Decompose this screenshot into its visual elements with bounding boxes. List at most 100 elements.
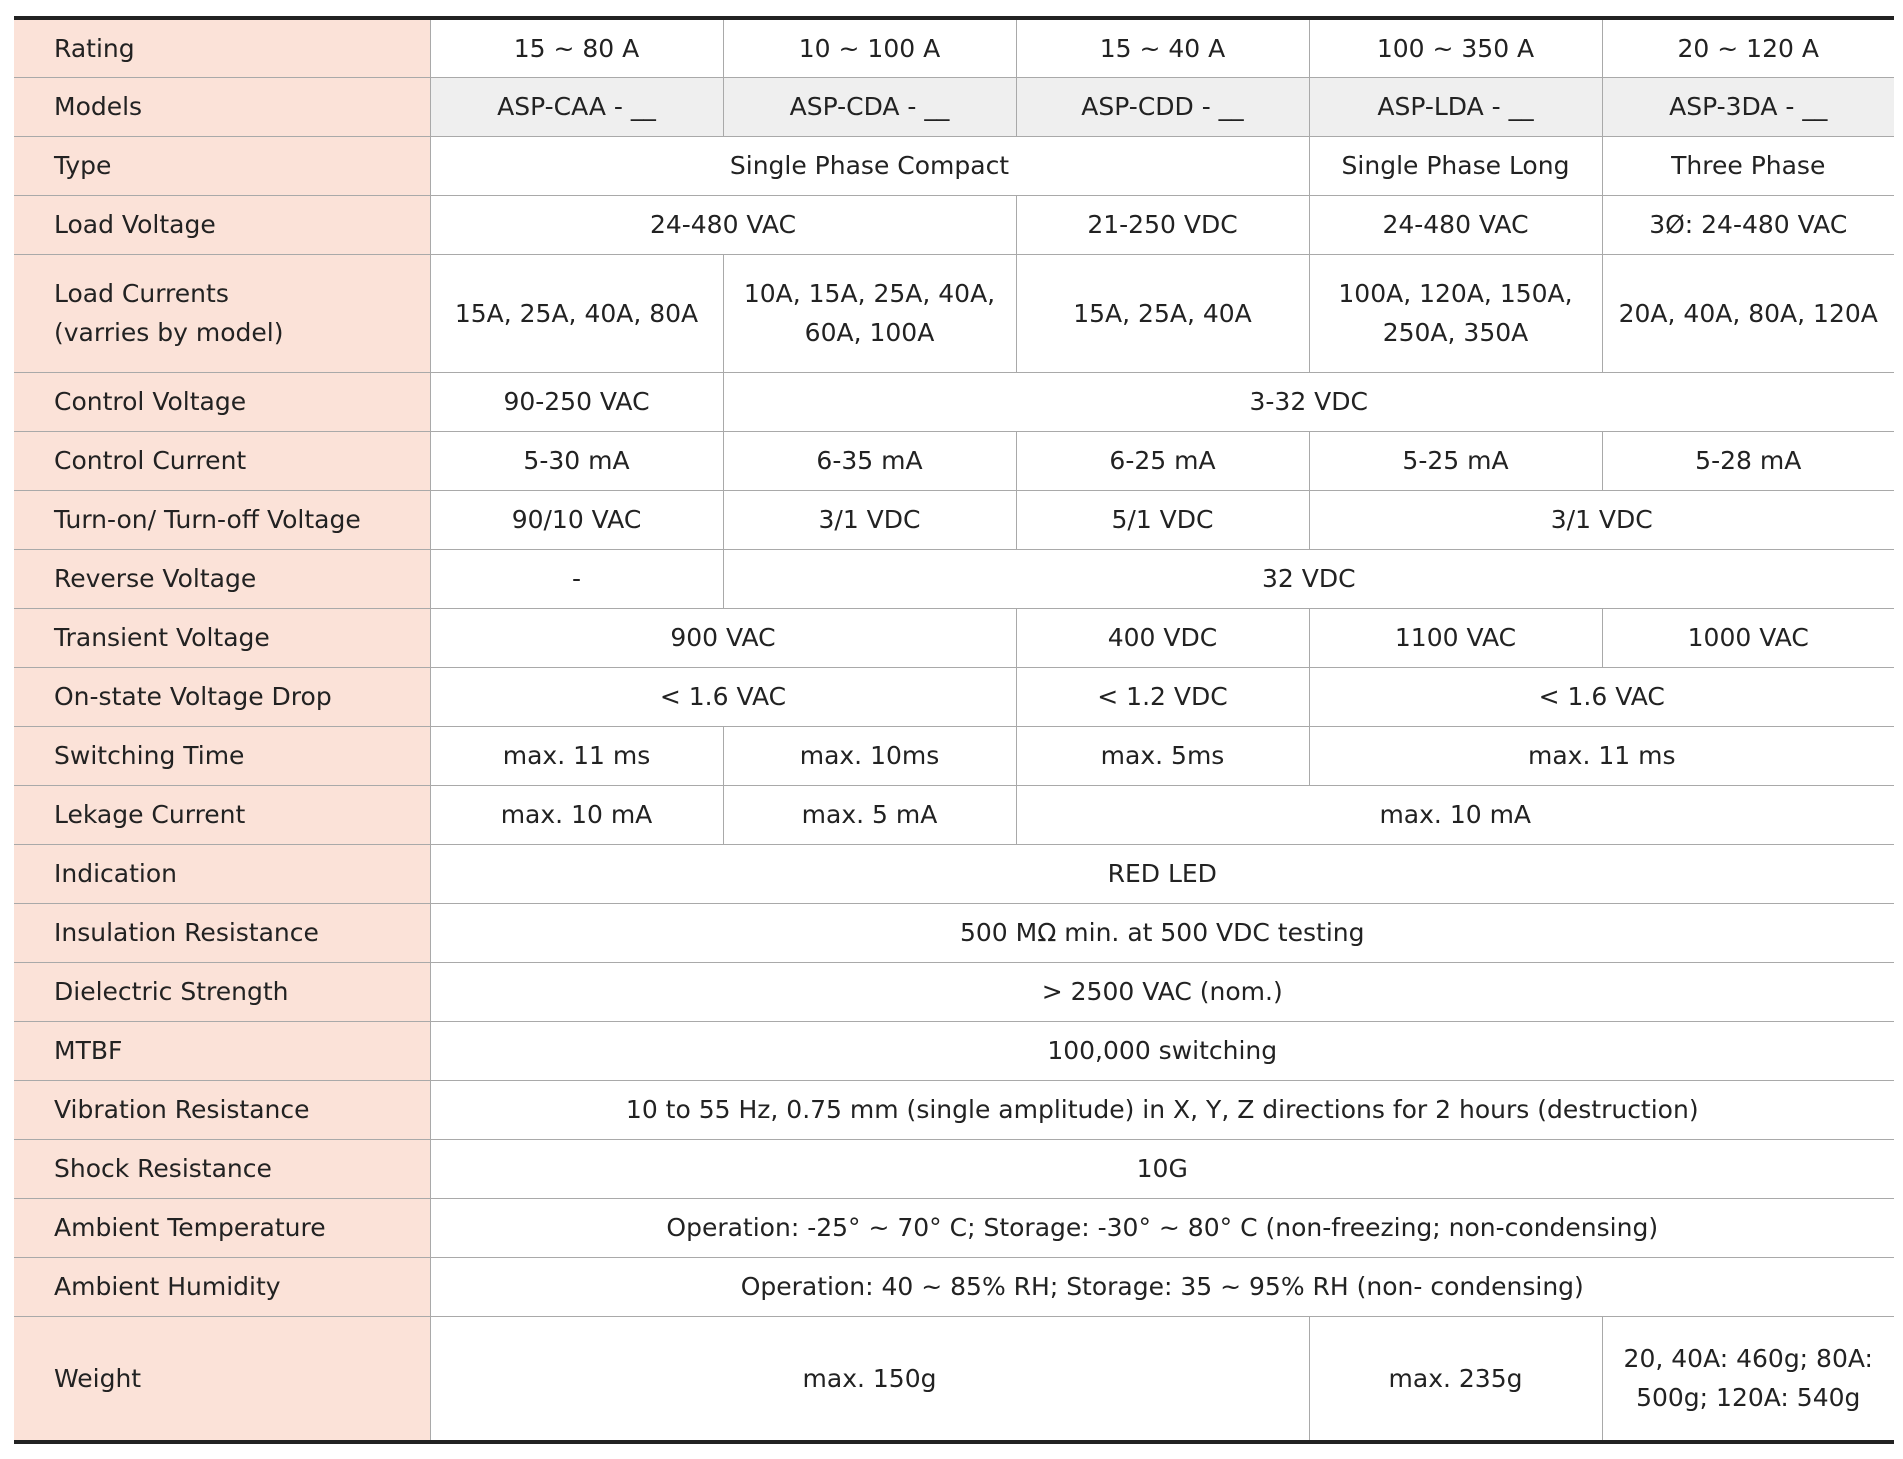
spec-cell: max. 150g [429, 1316, 1309, 1442]
spec-cell: Operation: 40 ~ 85% RH; Storage: 35 ~ 95… [429, 1257, 1894, 1317]
row-label: Insulation Resistance [14, 903, 431, 963]
row-label: Type [14, 136, 431, 196]
spec-cell: < 1.2 VDC [1015, 667, 1309, 727]
spec-row: Switching Time max. 11 ms max. 10ms max. 5m… [14, 726, 1894, 786]
row-label: Ambient Temperature [14, 1198, 431, 1258]
spec-cell: Single Phase Compact [429, 136, 1309, 196]
row-label: Dielectric Strength [14, 962, 431, 1022]
row-label: Ambient Humidity [14, 1257, 431, 1317]
spec-cell: 10 ~ 100 A [722, 18, 1016, 78]
spec-cell: 500 MΩ min. at 500 VDC testing [429, 903, 1894, 963]
spec-row: Type Single Phase Compact Single Phase Lon… [14, 136, 1894, 196]
spec-row: Load Voltage 24-480 VAC 21-250 VDC 24-480 V… [14, 195, 1894, 255]
spec-row: MTBF 100,000 switching [14, 1021, 1894, 1081]
spec-cell: 900 VAC [429, 608, 1016, 668]
spec-cell: 32 VDC [722, 549, 1894, 609]
spec-cell: 15A, 25A, 40A [1015, 254, 1309, 373]
spec-cell: 10A, 15A, 25A, 40A, 60A, 100A [722, 254, 1016, 373]
spec-cell: Three Phase [1601, 136, 1894, 196]
spec-cell: 1100 VAC [1308, 608, 1602, 668]
spec-cell: max. 235g [1308, 1316, 1602, 1442]
row-label: Lekage Current [14, 785, 431, 845]
spec-cell: ASP-CDD - __ [1015, 77, 1309, 137]
spec-row: Control Voltage 90-250 VAC 3-32 VDC [14, 372, 1894, 432]
spec-row: On-state Voltage Drop < 1.6 VAC < 1.2 VDC <… [14, 667, 1894, 727]
row-label: Load Currents (varries by model) [14, 254, 431, 373]
spec-row: Reverse Voltage -32 VDC [14, 549, 1894, 609]
row-label: MTBF [14, 1021, 431, 1081]
spec-cell: 10 to 55 Hz, 0.75 mm (single amplitude) … [429, 1080, 1894, 1140]
row-label: Models [14, 77, 431, 137]
spec-cell: 3-32 VDC [722, 372, 1894, 432]
row-label: Transient Voltage [14, 608, 431, 668]
spec-cell: 20A, 40A, 80A, 120A [1601, 254, 1894, 373]
spec-cell: Operation: -25° ~ 70° C; Storage: -30° ~… [429, 1198, 1894, 1258]
row-label: Switching Time [14, 726, 431, 786]
row-label: Control Voltage [14, 372, 431, 432]
spec-cell: 6-25 mA [1015, 431, 1309, 491]
spec-cell: 10G [429, 1139, 1894, 1199]
spec-cell: 15 ~ 40 A [1015, 18, 1309, 78]
spec-cell: 90-250 VAC [429, 372, 723, 432]
spec-row: Transient Voltage 900 VAC 400 VDC 1100 VAC 1… [14, 608, 1894, 668]
spec-row: Models ASP-CAA - __ ASP-CDA - __ ASP-CDD - … [14, 77, 1894, 137]
spec-cell: 20, 40A: 460g; 80A: 500g; 120A: 540g [1601, 1316, 1894, 1442]
spec-row: Shock Resistance 10G [14, 1139, 1894, 1199]
spec-row: Ambient Humidity Operation: 40 ~ 85% RH; … [14, 1257, 1894, 1317]
spec-table: Rating 15 ~ 80 A 10 ~ 100 A 15 ~ 40 A 100 ~ … [14, 16, 1894, 1444]
spec-cell: 5-25 mA [1308, 431, 1602, 491]
spec-row: Control Current 5-30 mA 6-35 mA 6-25 mA 5-25… [14, 431, 1894, 491]
spec-cell: max. 10 mA [429, 785, 723, 845]
row-label: Control Current [14, 431, 431, 491]
spec-row: Indication RED LED [14, 844, 1894, 904]
spec-row: Rating 15 ~ 80 A 10 ~ 100 A 15 ~ 40 A 100 ~ … [14, 18, 1894, 78]
spec-cell: < 1.6 VAC [1308, 667, 1894, 727]
spec-cell: - [429, 549, 723, 609]
spec-cell: 3Ø: 24-480 VAC [1601, 195, 1894, 255]
spec-cell: max. 5 mA [722, 785, 1016, 845]
spec-cell: Single Phase Long [1308, 136, 1602, 196]
row-label: Indication [14, 844, 431, 904]
spec-cell: 21-250 VDC [1015, 195, 1309, 255]
spec-cell: 90/10 VAC [429, 490, 723, 550]
spec-cell: 3/1 VDC [1308, 490, 1894, 550]
spec-cell: 5/1 VDC [1015, 490, 1309, 550]
spec-cell: 15A, 25A, 40A, 80A [429, 254, 723, 373]
spec-cell: ASP-3DA - __ [1601, 77, 1894, 137]
spec-cell: 100 ~ 350 A [1308, 18, 1602, 78]
spec-cell: < 1.6 VAC [429, 667, 1016, 727]
spec-cell: 5-28 mA [1601, 431, 1894, 491]
spec-row: Ambient Temperature Operation: -25° ~ 70°… [14, 1198, 1894, 1258]
spec-cell: 20 ~ 120 A [1601, 18, 1894, 78]
spec-row: Weight max. 150g max. 235g 20, 40A: 460g; 8… [14, 1316, 1894, 1442]
row-label: Shock Resistance [14, 1139, 431, 1199]
spec-cell: 5-30 mA [429, 431, 723, 491]
spec-cell: 6-35 mA [722, 431, 1016, 491]
row-label: Load Voltage [14, 195, 431, 255]
spec-cell: 15 ~ 80 A [429, 18, 723, 78]
spec-cell: 1000 VAC [1601, 608, 1894, 668]
row-label: Weight [14, 1316, 431, 1442]
spec-row: Insulation Resistance 500 MΩ min. at 500 … [14, 903, 1894, 963]
spec-cell: 3/1 VDC [722, 490, 1016, 550]
spec-cell: max. 5ms [1015, 726, 1309, 786]
spec-row: Turn-on/ Turn-off Voltage 90/10 VAC 3/1 VD… [14, 490, 1894, 550]
spec-row: Vibration Resistance 10 to 55 Hz, 0.75 mm… [14, 1080, 1894, 1140]
spec-row: Load Currents (varries by model) 15A, 25A… [14, 254, 1894, 373]
row-label: On-state Voltage Drop [14, 667, 431, 727]
spec-cell: 100A, 120A, 150A, 250A, 350A [1308, 254, 1602, 373]
row-label: Reverse Voltage [14, 549, 431, 609]
spec-cell: RED LED [429, 844, 1894, 904]
spec-row: Dielectric Strength > 2500 VAC (nom.) [14, 962, 1894, 1022]
spec-cell: ASP-CDA - __ [722, 77, 1016, 137]
spec-cell: 400 VDC [1015, 608, 1309, 668]
spec-cell: 24-480 VAC [1308, 195, 1602, 255]
spec-cell: 24-480 VAC [429, 195, 1016, 255]
spec-cell: max. 10 mA [1015, 785, 1894, 845]
spec-cell: max. 10ms [722, 726, 1016, 786]
spec-cell: > 2500 VAC (nom.) [429, 962, 1894, 1022]
spec-row: Lekage Current max. 10 mA max. 5 mA max. 10… [14, 785, 1894, 845]
row-label: Vibration Resistance [14, 1080, 431, 1140]
spec-cell: ASP-LDA - __ [1308, 77, 1602, 137]
spec-cell: max. 11 ms [1308, 726, 1894, 786]
